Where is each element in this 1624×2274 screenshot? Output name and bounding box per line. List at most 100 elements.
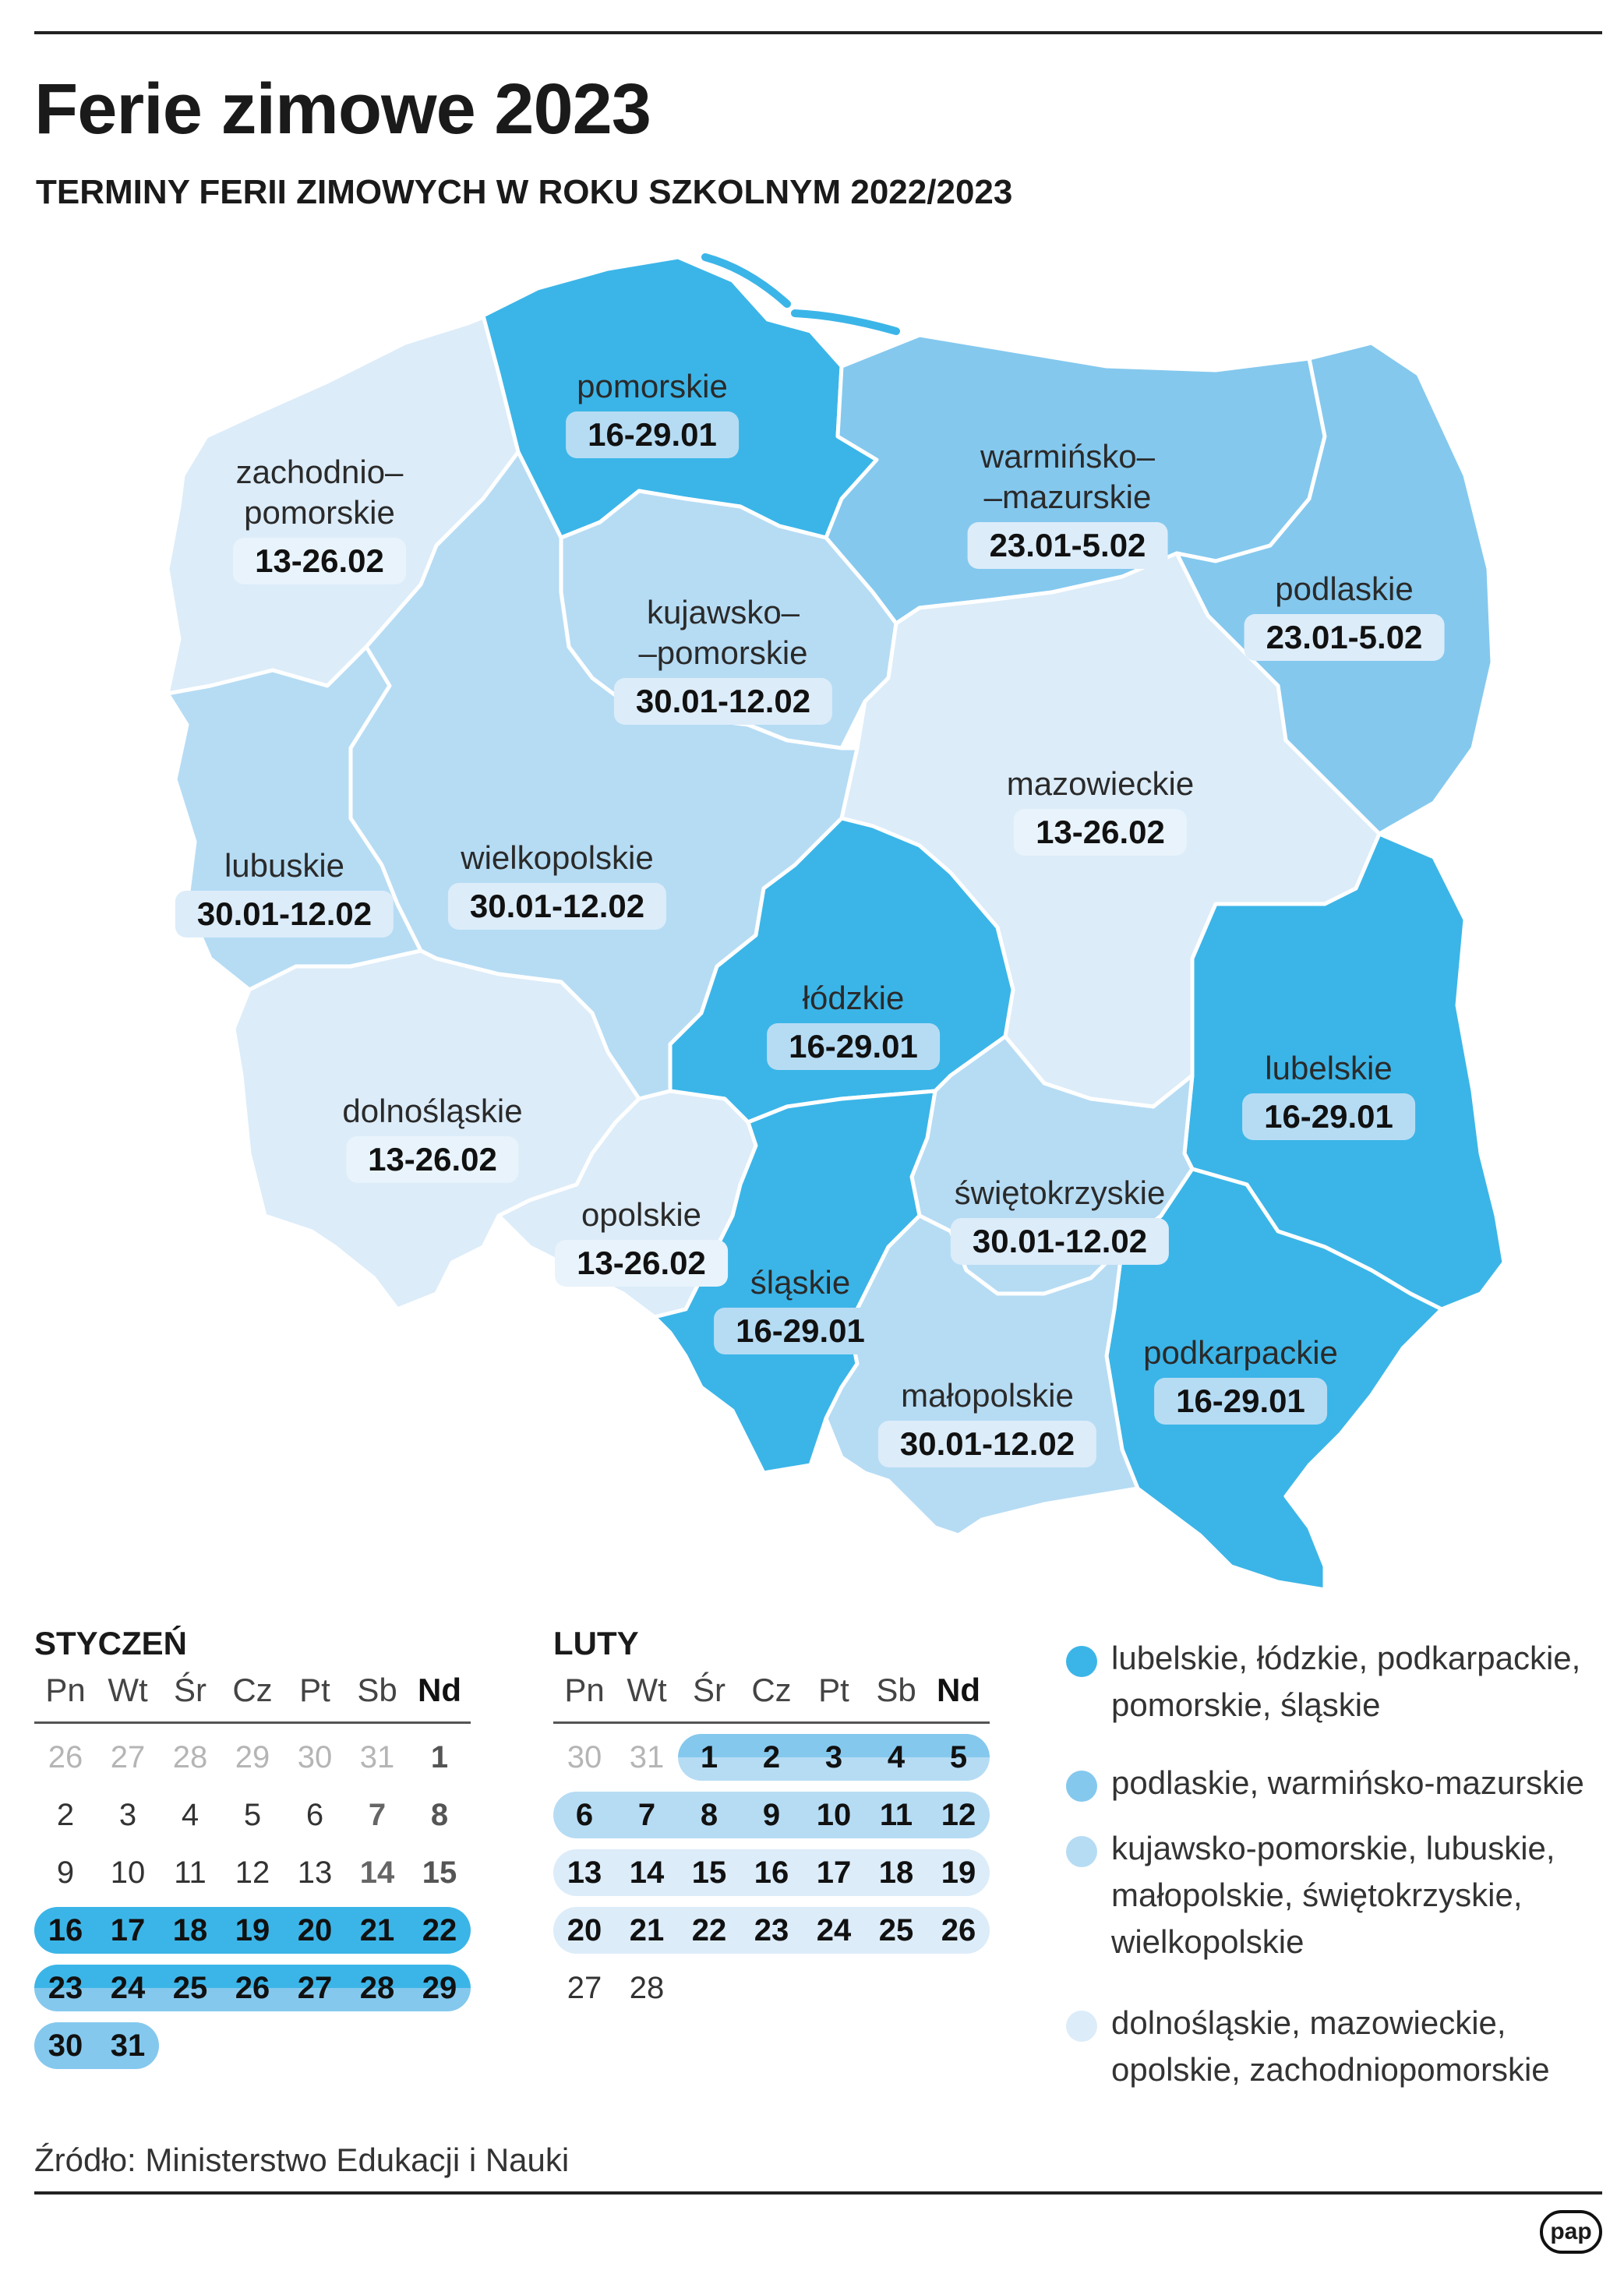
region-label-wielkopolskie: wielkopolskie 30.01-12.02 — [447, 838, 667, 930]
calendar-day: 13 — [567, 1856, 602, 1890]
calendar-day: 29 — [422, 1971, 457, 2005]
calendar-day: 27 — [567, 1971, 602, 2005]
region-dates: 16-29.01 — [1242, 1093, 1415, 1140]
calendar-day: 25 — [878, 1913, 914, 1947]
calendar-day: 4 — [181, 1798, 199, 1832]
region-label-kujawsko-pomorskie: kujawsko– –pomorskie 30.01-12.02 — [613, 592, 833, 725]
region-label-dolnoslaskie: dolnośląskie 13-26.02 — [342, 1091, 523, 1183]
calendar-day-prev: 26 — [48, 1740, 83, 1774]
region-name: warmińsko– — [980, 438, 1156, 475]
weekday-header: Pt — [299, 1672, 330, 1708]
page-subtitle: TERMINY FERII ZIMOWYCH W ROKU SZKOLNYM 2… — [36, 173, 1013, 211]
calendar-day-prev: 28 — [172, 1740, 208, 1774]
calendar-day: 26 — [941, 1913, 976, 1947]
weekday-header: Sb — [876, 1672, 916, 1708]
region-name: zachodnio– — [235, 454, 404, 490]
region-name: podlaskie — [1275, 570, 1414, 607]
legend-swatch — [1066, 2011, 1097, 2042]
calendar-day: 25 — [172, 1971, 208, 2005]
weekday-header: Pn — [45, 1672, 86, 1708]
region-dates: 30.01-12.02 — [613, 678, 833, 725]
calendar-day: 7 — [368, 1798, 387, 1832]
calendar-day: 20 — [567, 1913, 602, 1947]
calendar-day: 5 — [243, 1798, 262, 1832]
calendar-header-line — [553, 1721, 990, 1724]
calendar-month-label: STYCZEŃ — [34, 1625, 188, 1661]
region-name: małopolskie — [901, 1377, 1074, 1414]
calendar-day: 15 — [691, 1856, 727, 1890]
region-dates: 30.01-12.02 — [950, 1218, 1170, 1265]
holiday-band — [678, 1734, 990, 1781]
region-dates: 13-26.02 — [1014, 809, 1187, 856]
region-label-lubuskie: lubuskie 30.01-12.02 — [175, 846, 394, 937]
region-name: opolskie — [581, 1196, 702, 1233]
calendar-day-prev: 29 — [235, 1740, 270, 1774]
region-label-lubelskie: lubelskie 16-29.01 — [1242, 1048, 1415, 1140]
holiday-band — [34, 1907, 471, 1954]
calendar-day: 15 — [422, 1856, 457, 1890]
calendar-day: 21 — [629, 1913, 665, 1947]
region-dates: 23.01-5.02 — [967, 522, 1168, 569]
calendar-day: 10 — [816, 1798, 852, 1832]
calendar-day: 27 — [297, 1971, 333, 2005]
region-name: lubuskie — [224, 847, 345, 884]
legend-text: kujawsko-pomorskie, lubuskie, małopolski… — [1111, 1830, 1555, 1960]
calendar-day: 22 — [422, 1913, 457, 1947]
legend-text: dolnośląskie, mazowieckie, opolskie, zac… — [1111, 2004, 1550, 2088]
legend-text: lubelskie, łódzkie, podkarpackie, pomors… — [1111, 1640, 1581, 1723]
calendar-day: 14 — [629, 1856, 665, 1890]
region-dates: 30.01-12.02 — [447, 883, 667, 930]
region-label-slaskie: śląskie 16-29.01 — [714, 1262, 887, 1354]
region-name: świętokrzyskie — [954, 1174, 1166, 1211]
bottom-rule — [34, 2191, 1602, 2195]
region-name: śląskie — [750, 1264, 851, 1301]
region-name: dolnośląskie — [342, 1093, 523, 1129]
holiday-band — [553, 1907, 990, 1954]
calendar-day: 2 — [762, 1740, 781, 1774]
region-label-swietokrzyskie: świętokrzyskie 30.01-12.02 — [950, 1173, 1170, 1265]
holiday-band — [553, 1849, 990, 1896]
calendar-day: 18 — [878, 1856, 914, 1890]
weekday-header: Cz — [232, 1672, 273, 1708]
region-label-opolskie: opolskie 13-26.02 — [555, 1195, 728, 1287]
calendar-day: 31 — [110, 2029, 146, 2063]
region-name: pomorskie — [577, 368, 728, 404]
region-name: –mazurskie — [983, 478, 1152, 515]
region-label-zachodniopomorskie: zachodnio– pomorskie 13-26.02 — [233, 452, 406, 584]
calendar-day: 1 — [700, 1740, 718, 1774]
calendar-day: 28 — [359, 1971, 395, 2005]
calendar-day-prev: 31 — [359, 1740, 395, 1774]
calendar-day: 17 — [816, 1856, 852, 1890]
hel-peninsula — [701, 253, 791, 308]
calendar-day: 8 — [700, 1798, 718, 1832]
region-dates: 13-26.02 — [233, 538, 406, 584]
region-name: podkarpackie — [1143, 1334, 1338, 1371]
pap-logo: pap — [1540, 2210, 1602, 2254]
region-dates: 16-29.01 — [714, 1308, 887, 1354]
calendar-day: 13 — [297, 1856, 333, 1890]
calendar-day-prev: 27 — [110, 1740, 146, 1774]
weekday-header: Nd — [418, 1672, 461, 1708]
calendar-day-prev: 30 — [297, 1740, 333, 1774]
region-dates: 16-29.01 — [767, 1023, 940, 1070]
region-label-warminsko-mazurskie: warmińsko– –mazurskie 23.01-5.02 — [967, 436, 1168, 569]
calendar-day: 18 — [172, 1913, 208, 1947]
calendar-day-prev: 30 — [567, 1740, 602, 1774]
legend-swatch — [1066, 1646, 1097, 1677]
calendar-day: 24 — [816, 1913, 852, 1947]
weekday-header: Pn — [564, 1672, 605, 1708]
calendar-day: 19 — [235, 1913, 270, 1947]
calendar-day: 16 — [754, 1856, 789, 1890]
vistula-lagoon-spit — [791, 309, 900, 335]
page-title: Ferie zimowe 2023 — [34, 69, 651, 149]
region-label-lodzkie: łódzkie 16-29.01 — [767, 978, 940, 1070]
poland-voivodeships-map — [168, 253, 1504, 1590]
region-dates: 23.01-5.02 — [1244, 614, 1445, 661]
weekday-header: Sb — [357, 1672, 397, 1708]
region-name: mazowieckie — [1006, 765, 1195, 802]
region-dates: 16-29.01 — [566, 411, 739, 458]
weekday-header: Pt — [818, 1672, 849, 1708]
calendar-day: 6 — [305, 1798, 324, 1832]
calendar-day: 22 — [691, 1913, 727, 1947]
calendar-day: 3 — [824, 1740, 843, 1774]
